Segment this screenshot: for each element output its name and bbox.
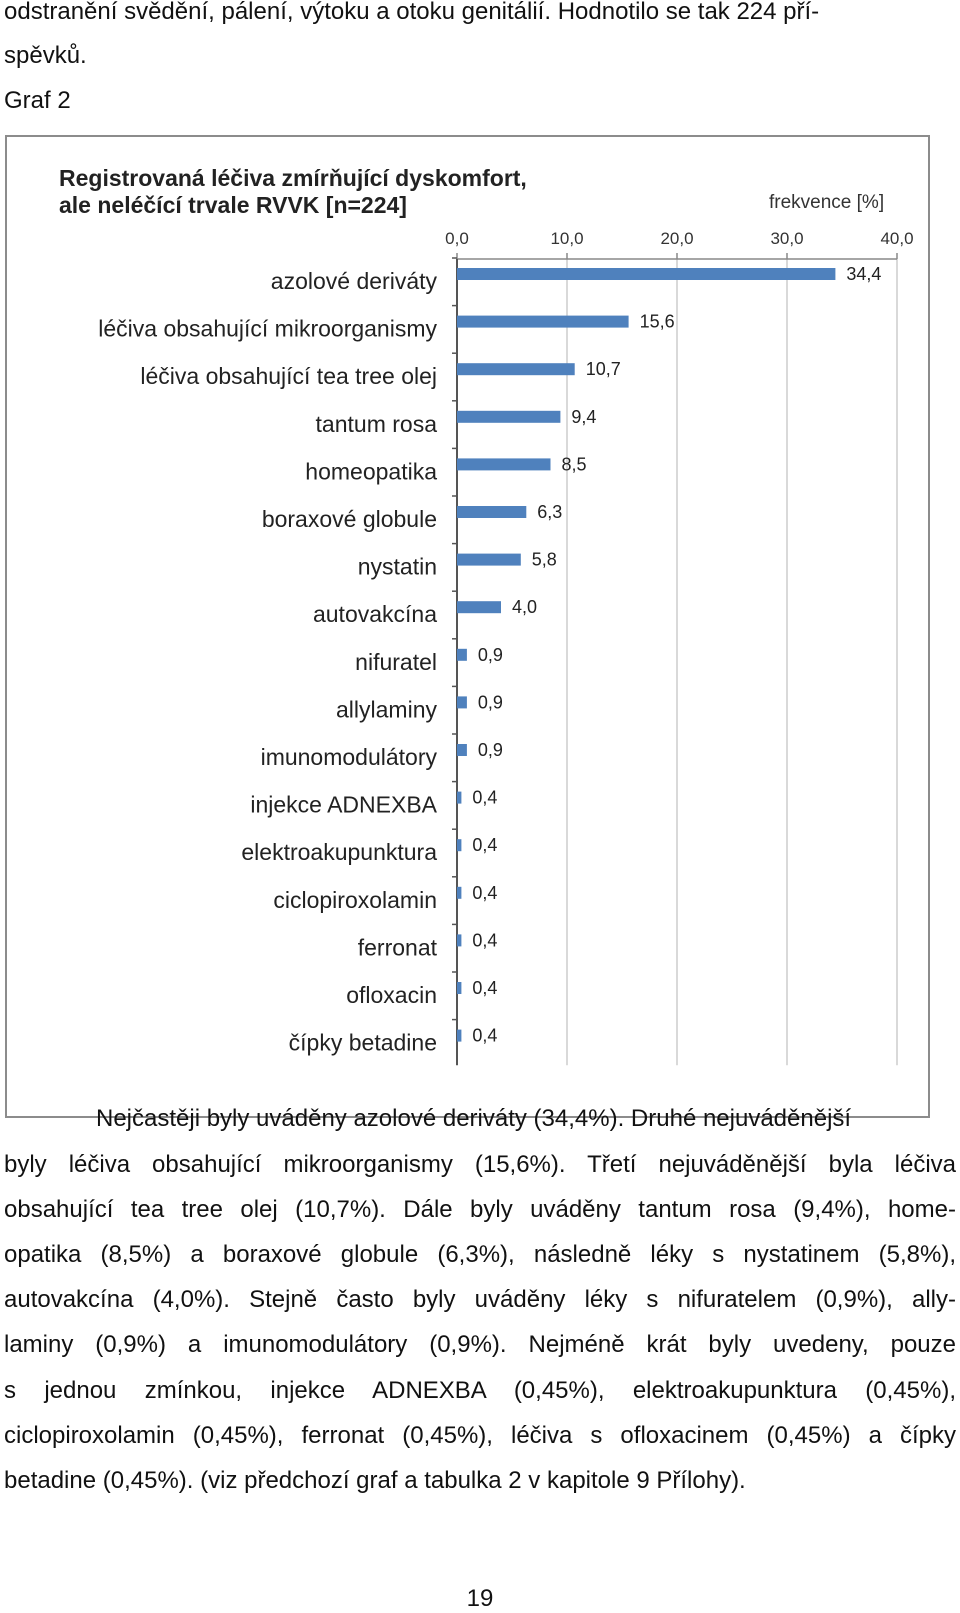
bar [457,1029,462,1042]
bar [457,886,462,899]
body-text-line-8: ciclopiroxolamin (0,45%), ferronat (0,45… [4,1422,956,1449]
category-label: injekce ADNEXBA [250,792,437,818]
bar-chart: Registrovaná léčiva zmírňující dyskomfor… [59,165,914,1066]
value-label: 9,4 [571,407,596,427]
body-text-line-9: betadine (0,45%). (viz předchozí graf a … [4,1467,746,1494]
category-label: autovakcína [313,601,437,627]
category-label: imunomodulátory [261,744,438,770]
chart-title-line: Registrovaná léčiva zmírňující dyskomfor… [59,165,527,191]
bar [457,458,551,471]
value-label: 6,3 [537,502,562,522]
category-label: nifuratel [355,649,437,675]
bar [457,982,462,994]
value-label: 0,4 [472,978,497,998]
x-tick-label: 10,0 [550,229,583,248]
category-label: allylaminy [336,696,437,722]
bar [457,744,467,756]
bar [457,315,629,328]
category-label: léčiva obsahující tea tree olej [140,363,437,389]
category-label: tantum rosa [316,411,438,437]
value-label: 10,7 [586,359,621,379]
category-label: boraxové globule [262,506,437,532]
body-text-line-7: s jednou zmínkou, injekce ADNEXBA (0,45%… [4,1377,956,1404]
body-text-line-2: byly léčiva obsahující mikroorganismy (1… [4,1151,956,1178]
category-label: ferronat [358,934,438,960]
category-label: elektroakupunktura [241,839,437,865]
value-label: 0,9 [478,740,503,760]
value-label: 0,4 [472,930,497,950]
bar [457,268,836,280]
body-text-line-6: laminy (0,9%) a imunomodulátory (0,9%). … [4,1331,956,1358]
value-label: 0,4 [472,835,497,855]
category-label: ciclopiroxolamin [273,887,437,913]
bar [457,696,467,709]
unit-label: frekvence [%] [769,192,884,213]
x-tick-label: 0,0 [445,229,469,248]
value-label: 0,4 [472,883,497,903]
body-text-line-4: opatika (8,5%) a boraxové globule (6,3%)… [4,1241,956,1268]
value-label: 34,4 [846,264,881,284]
chart-title-line: ale neléčící trvale RVVK [n=224] [59,192,407,218]
value-label: 4,0 [512,597,537,617]
value-label: 0,4 [472,1026,497,1046]
category-label: homeopatika [305,458,437,484]
bar [457,363,575,376]
bar [457,648,467,661]
chart-frame: Registrovaná léčiva zmírňující dyskomfor… [5,135,930,1118]
value-label: 15,6 [640,312,675,332]
intro-text-line-2: spěvků. [4,42,87,69]
value-label: 5,8 [532,550,557,570]
category-label: čípky betadine [289,1030,437,1056]
value-label: 8,5 [562,454,587,474]
x-tick-label: 20,0 [660,229,693,248]
category-label: azolové deriváty [271,268,438,294]
bar [457,839,462,852]
x-tick-label: 40,0 [880,229,913,248]
value-label: 0,4 [472,788,497,808]
value-label: 0,9 [478,645,503,665]
intro-text-line-1: odstranění svědění, pálení, výtoku a oto… [4,0,820,25]
category-label: léčiva obsahující mikroorganismy [98,316,437,342]
body-text-line-5: autovakcína (4,0%). Stejně často byly uv… [4,1286,956,1313]
page-number: 19 [466,1585,494,1612]
category-label: nystatin [358,554,437,580]
bar [457,601,501,614]
figure-label: Graf 2 [4,87,71,114]
body-text-line-3: obsahující tea tree olej (10,7%). Dále b… [4,1196,956,1223]
category-label: ofloxacin [346,982,437,1008]
bar [457,934,462,947]
bar [457,553,521,566]
bar [457,791,462,804]
x-tick-label: 30,0 [770,229,803,248]
bar [457,410,561,423]
body-text-line-1: Nejčastěji byly uváděny azolové deriváty… [96,1105,852,1132]
bar [457,506,527,518]
value-label: 0,9 [478,692,503,712]
